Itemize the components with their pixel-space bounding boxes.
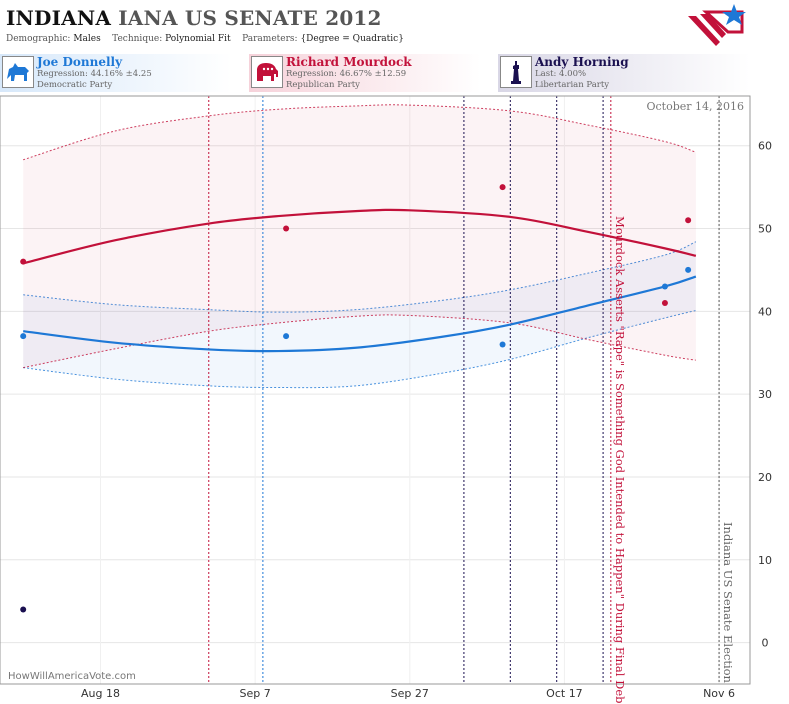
plot-background xyxy=(0,96,789,684)
race-name: IANA US SENATE 2012 xyxy=(118,6,382,30)
chart-title: INDIANA IANA US SENATE 2012 xyxy=(6,6,382,30)
legend-item-mourdock: Richard Mourdock Regression: 46.67% ±12.… xyxy=(249,54,481,92)
technique-value: Polynomial Fit xyxy=(165,34,231,44)
chart-parameters: Demographic: Males Technique: Polynomial… xyxy=(6,34,404,44)
legend-name: Andy Horning xyxy=(535,55,629,69)
poll-point xyxy=(20,606,27,613)
watermark: HowWillAmericaVote.com xyxy=(8,671,136,682)
y-tick-label: 50 xyxy=(758,223,772,236)
regression-lines xyxy=(22,208,697,353)
state-name: INDIANA xyxy=(6,6,112,30)
donkey-icon xyxy=(2,56,34,88)
legend-regression: Regression: 44.16% ±4.25 xyxy=(37,69,152,79)
confidence-band xyxy=(23,104,696,368)
parameters-value: {Degree = Quadratic} xyxy=(300,34,404,44)
y-axis-ticks: 0 10 20 30 40 50 60 xyxy=(758,140,772,650)
election-annotation: Indiana US Senate Election xyxy=(721,522,735,684)
x-tick-label: Sep 7 xyxy=(240,687,271,700)
x-tick-label: Oct 17 xyxy=(546,687,583,700)
legend-name: Richard Mourdock xyxy=(286,55,412,69)
legend-name: Joe Donnelly xyxy=(37,55,123,69)
y-tick-label: 20 xyxy=(758,471,772,484)
demographic-label: Demographic: xyxy=(6,34,71,44)
plot-frame xyxy=(0,95,751,685)
parameters-label: Parameters: xyxy=(242,34,298,44)
poll-point xyxy=(499,184,506,191)
technique-label: Technique: xyxy=(112,34,163,44)
poll-point xyxy=(20,333,27,340)
y-tick-label: 10 xyxy=(758,554,772,567)
poll-point xyxy=(685,217,692,224)
legend-last-value: Last: 4.00% xyxy=(535,69,587,79)
poll-point xyxy=(661,283,668,290)
regression-line xyxy=(23,275,697,353)
confidence-band xyxy=(23,241,696,388)
y-tick-label: 60 xyxy=(758,140,772,153)
legend-party: Republican Party xyxy=(286,80,360,90)
confidence-upper xyxy=(23,104,697,161)
gridlines xyxy=(0,96,750,684)
confidence-lower xyxy=(23,310,696,389)
x-tick-label: Aug 18 xyxy=(81,687,120,700)
x-tick-label: Sep 27 xyxy=(391,687,429,700)
y-tick-label: 30 xyxy=(758,388,772,401)
liberty-statue-icon xyxy=(500,56,532,88)
chart-header: INDIANA IANA US SENATE 2012 Demographic:… xyxy=(0,0,789,50)
poll-point xyxy=(499,341,506,348)
as-of-date: October 14, 2016 xyxy=(646,100,744,113)
confidence-lower xyxy=(23,314,696,369)
debate-annotation: Mourdock Asserts "Rape" is Something God… xyxy=(613,216,627,704)
poll-point xyxy=(685,266,692,273)
x-axis-ticks: Aug 18 Sep 7 Sep 27 Oct 17 Nov 6 xyxy=(81,687,735,700)
legend-item-horning: Andy Horning Last: 4.00% Libertarian Par… xyxy=(498,54,750,92)
y-tick-label: 0 xyxy=(762,637,769,650)
legend-regression: Regression: 46.67% ±12.59 xyxy=(286,69,407,79)
star-stripes-logo xyxy=(688,4,746,46)
legend-party: Libertarian Party xyxy=(535,80,610,90)
poll-point xyxy=(283,225,290,232)
poll-point xyxy=(20,258,27,265)
regression-line xyxy=(22,208,697,265)
x-tick-label: Nov 6 xyxy=(703,687,735,700)
poll-point xyxy=(661,300,668,307)
y-tick-label: 40 xyxy=(758,305,772,318)
elephant-icon xyxy=(251,56,283,88)
legend-party: Democratic Party xyxy=(37,80,113,90)
confidence-bands xyxy=(23,104,697,389)
event-lines xyxy=(208,96,720,684)
poll-points xyxy=(20,184,692,613)
demographic-value: Males xyxy=(73,34,101,44)
legend-item-donnelly: Joe Donnelly Regression: 44.16% ±4.25 De… xyxy=(0,54,232,92)
poll-point xyxy=(283,333,290,340)
